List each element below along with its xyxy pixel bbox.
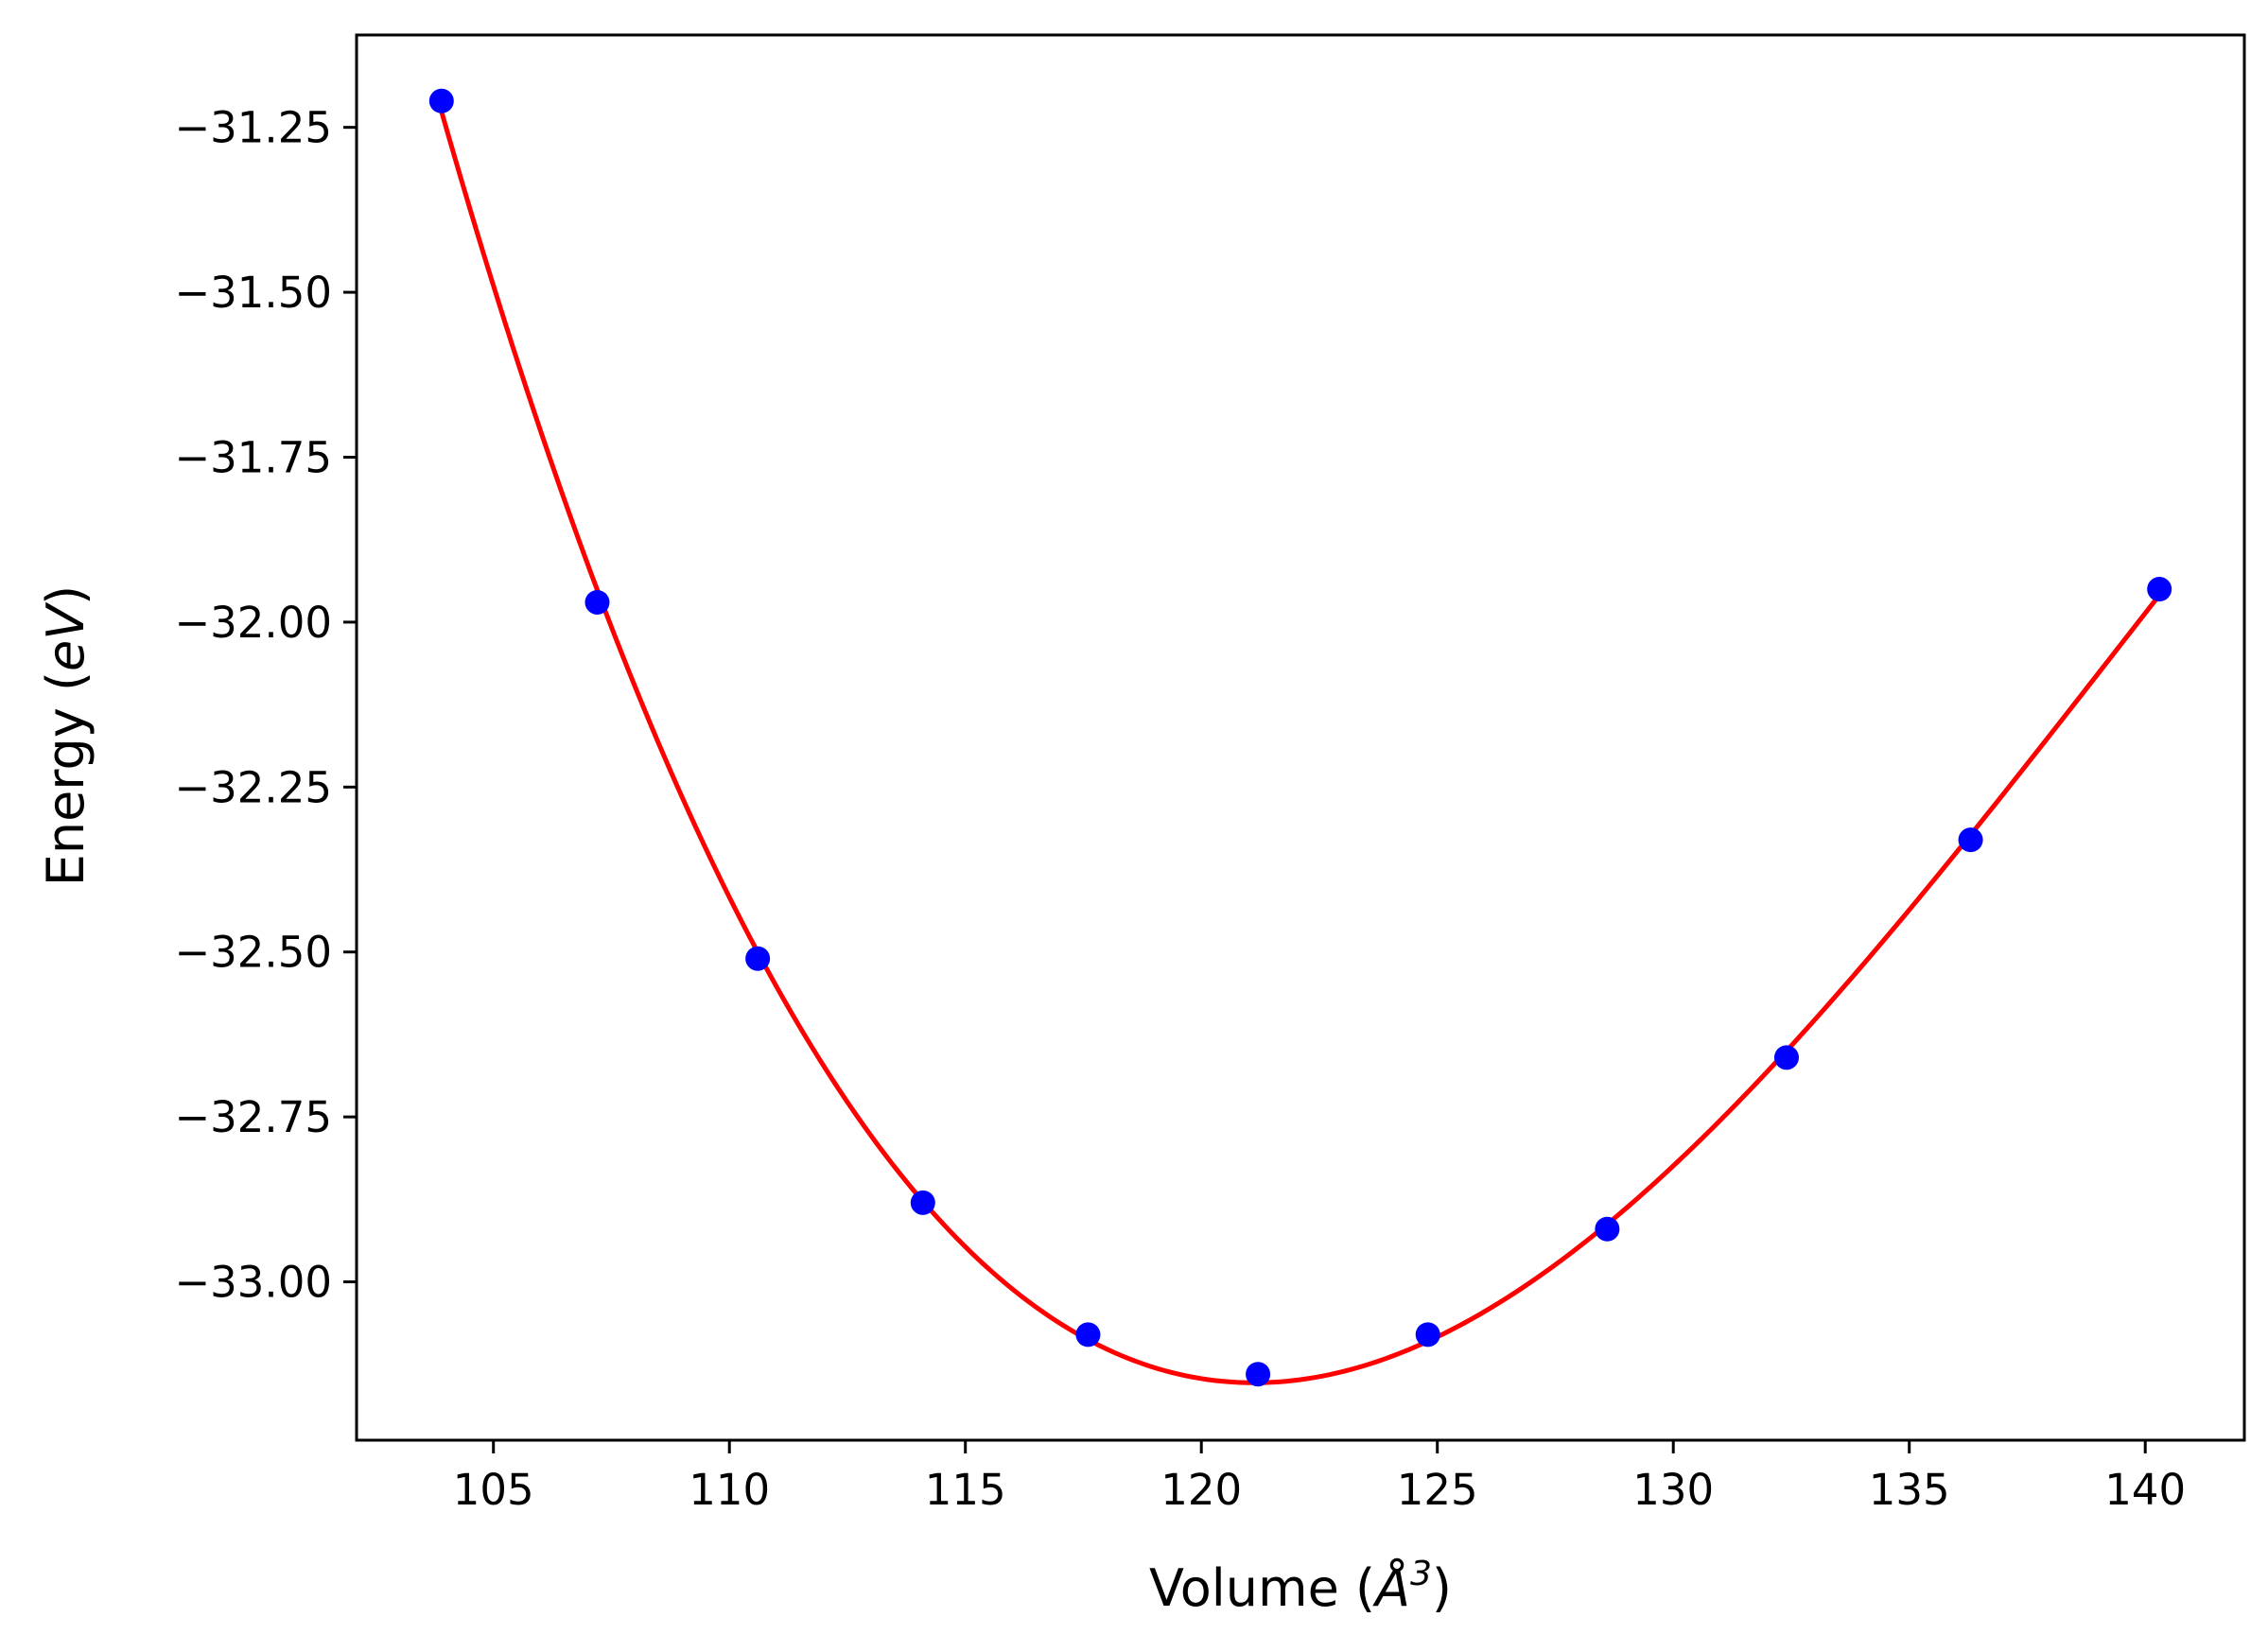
data-point bbox=[1773, 1045, 1799, 1070]
data-point bbox=[745, 946, 771, 971]
plot-frame bbox=[355, 33, 2246, 1442]
data-point bbox=[584, 589, 610, 615]
y-tick-label: −33.00 bbox=[174, 1258, 332, 1308]
y-axis-label: Energy (eV) bbox=[36, 585, 96, 887]
x-tick-label: 115 bbox=[925, 1465, 1006, 1515]
y-tick-label: −31.75 bbox=[174, 432, 332, 482]
data-point bbox=[1595, 1216, 1620, 1242]
axis-ticks: 105 110 115 120 125 130 135 140 −31.25 −31.50 −31.… bbox=[174, 103, 2186, 1515]
y-axis-label-unit: eV bbox=[36, 601, 96, 671]
y-tick-label: −32.00 bbox=[174, 598, 332, 648]
y-tick-label: −31.50 bbox=[174, 268, 332, 318]
x-axis-label-suffix: ) bbox=[1432, 1558, 1452, 1618]
x-tick-label: 135 bbox=[1869, 1465, 1950, 1515]
x-tick-label: 125 bbox=[1397, 1465, 1478, 1515]
y-tick-label: −32.25 bbox=[174, 762, 332, 812]
x-tick-label: 130 bbox=[1632, 1465, 1714, 1515]
x-tick-label: 140 bbox=[2104, 1465, 2186, 1515]
x-tick-label: 120 bbox=[1160, 1465, 1242, 1515]
data-point bbox=[1415, 1322, 1440, 1348]
y-axis-label-prefix: Energy ( bbox=[36, 671, 96, 886]
data-point bbox=[428, 88, 454, 113]
x-axis-label-symbol: Å bbox=[1372, 1557, 1410, 1618]
data-point bbox=[1075, 1322, 1101, 1348]
x-axis-label-prefix: Volume ( bbox=[1149, 1558, 1375, 1618]
y-tick-label: −31.25 bbox=[174, 103, 332, 153]
data-point bbox=[1958, 827, 1983, 853]
x-tick-label: 110 bbox=[689, 1465, 770, 1515]
x-axis-label-superscript: 3 bbox=[1410, 1555, 1432, 1593]
data-point bbox=[1246, 1362, 1271, 1387]
y-axis-label-suffix: ) bbox=[36, 585, 96, 605]
y-tick-label: −32.50 bbox=[174, 928, 332, 978]
fit-curve bbox=[439, 111, 2162, 1385]
x-axis-label: Volume (Å3) bbox=[1149, 1555, 1452, 1618]
y-tick-label: −32.75 bbox=[174, 1092, 332, 1142]
data-point bbox=[2147, 577, 2172, 602]
data-point bbox=[910, 1190, 935, 1215]
plot-marks bbox=[428, 88, 2172, 1387]
x-tick-label: 105 bbox=[453, 1465, 534, 1515]
